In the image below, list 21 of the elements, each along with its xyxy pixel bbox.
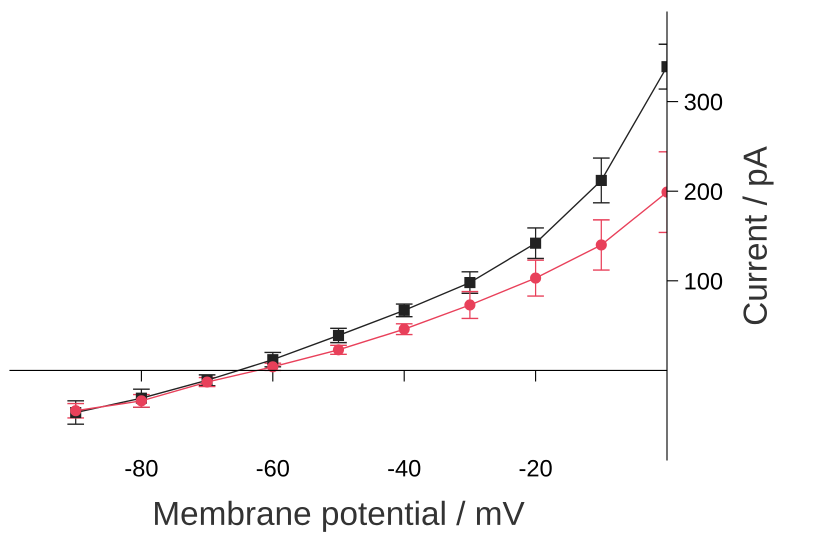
x-tick-label: -20 — [520, 460, 552, 477]
x-axis-title: Membrane potential / mV — [155, 500, 525, 532]
point — [530, 238, 542, 249]
point — [464, 299, 476, 311]
point — [332, 330, 344, 342]
x-tick-label: -80 — [125, 460, 158, 477]
point — [464, 277, 476, 288]
point — [398, 324, 410, 335]
y-tick-label: 200 — [684, 183, 722, 200]
y-axis-title: Current / pA — [742, 146, 774, 324]
x-tick-label: -40 — [388, 460, 420, 477]
point — [530, 272, 542, 284]
y-tick-label: 300 — [684, 94, 722, 110]
x-tick-label: -60 — [256, 460, 289, 477]
point — [596, 174, 607, 186]
point — [398, 304, 410, 316]
point — [267, 361, 278, 372]
point — [332, 344, 344, 356]
y-tick-label: 100 — [685, 272, 722, 290]
point — [596, 239, 607, 251]
point — [136, 395, 147, 406]
